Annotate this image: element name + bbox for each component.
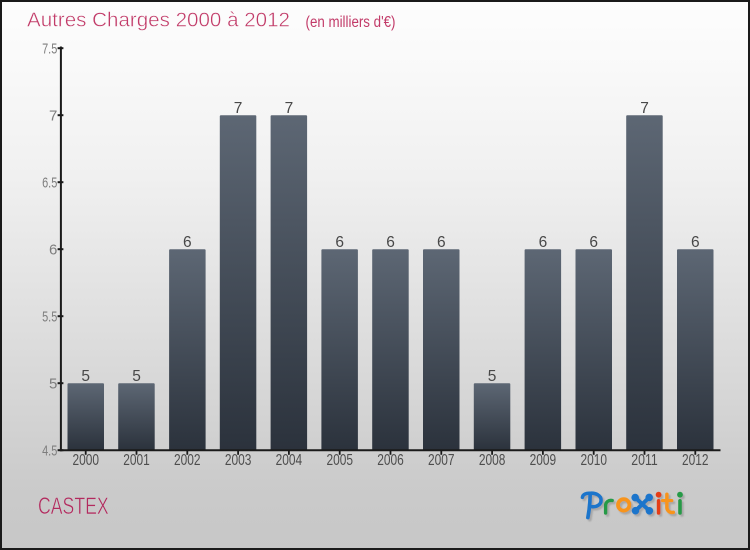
svg-text:2000: 2000	[72, 452, 99, 469]
svg-text:2011: 2011	[631, 452, 658, 469]
svg-text:CASTEX: CASTEX	[38, 493, 109, 520]
svg-text:7: 7	[285, 100, 294, 117]
svg-text:6: 6	[386, 234, 395, 251]
svg-text:2005: 2005	[326, 452, 353, 469]
svg-text:(en milliers d'€): (en milliers d'€)	[306, 14, 396, 31]
svg-text:6.5: 6.5	[42, 175, 57, 192]
svg-text:6: 6	[437, 234, 446, 251]
svg-text:7: 7	[640, 100, 649, 117]
svg-text:7.5: 7.5	[42, 41, 57, 58]
svg-text:6: 6	[183, 234, 192, 251]
svg-text:2012: 2012	[682, 452, 709, 469]
svg-text:6: 6	[335, 234, 344, 251]
svg-text:5: 5	[488, 368, 497, 385]
svg-text:5: 5	[49, 376, 57, 393]
svg-text:Autres Charges 2000 à 2012: Autres Charges 2000 à 2012	[27, 10, 290, 32]
svg-text:2007: 2007	[428, 452, 455, 469]
svg-text:6: 6	[589, 234, 598, 251]
svg-text:2004: 2004	[276, 452, 303, 469]
svg-text:7: 7	[234, 100, 243, 117]
svg-text:2001: 2001	[123, 452, 150, 469]
svg-text:2009: 2009	[530, 452, 557, 469]
svg-text:6: 6	[691, 234, 700, 251]
svg-text:2003: 2003	[225, 452, 252, 469]
svg-text:2010: 2010	[580, 452, 607, 469]
svg-text:2008: 2008	[479, 452, 506, 469]
svg-text:5: 5	[132, 368, 141, 385]
svg-text:6: 6	[49, 242, 57, 259]
svg-text:2006: 2006	[377, 452, 404, 469]
svg-text:6: 6	[539, 234, 548, 251]
svg-text:4.5: 4.5	[42, 443, 57, 460]
svg-text:7: 7	[49, 108, 57, 125]
svg-text:5.5: 5.5	[42, 309, 57, 326]
svg-text:5: 5	[81, 368, 90, 385]
svg-text:2002: 2002	[174, 452, 201, 469]
